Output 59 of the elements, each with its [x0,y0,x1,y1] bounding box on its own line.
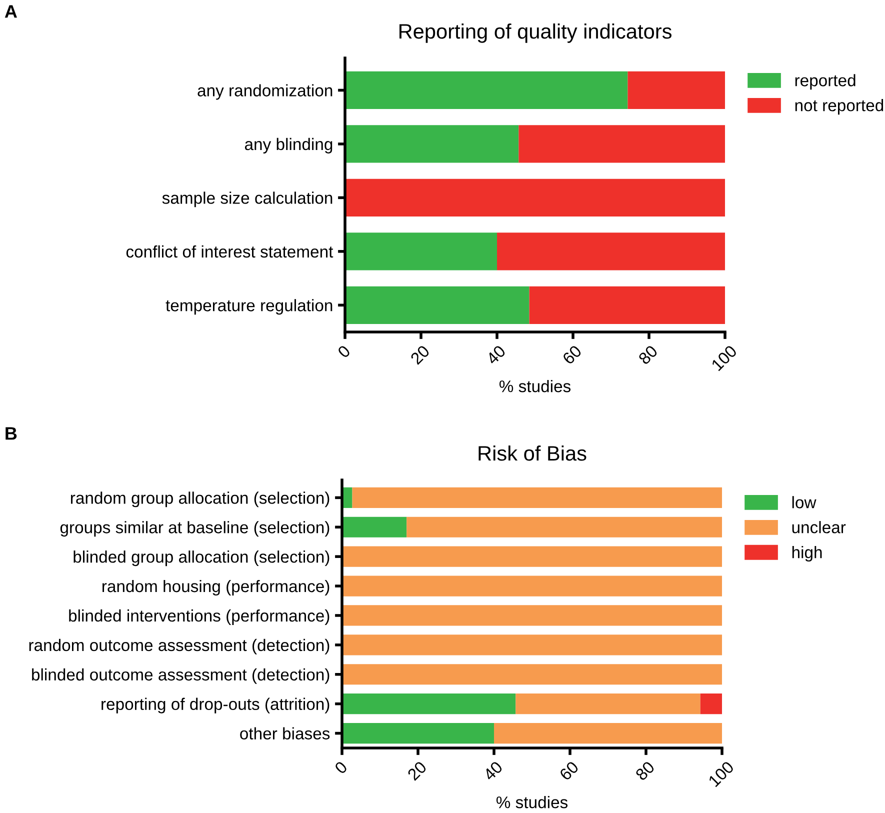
y-tick-label: blinded group allocation (selection) [74,550,330,566]
y-tick-label: other biases [240,727,330,740]
text: A [4,5,17,18]
x-tick-label: 40 [482,760,504,782]
bar [628,71,725,110]
bar [342,605,722,626]
x-tick-label: 20 [410,344,430,365]
bar [342,664,722,685]
y-tick-label: conflict of interest statement [126,245,334,258]
x-tick-label: 40 [486,344,506,366]
y-tick-label: sample size calculation [162,192,332,208]
legend-label: unclear [792,521,846,534]
bar [342,576,722,596]
chart-title: Risk of Bias [478,445,586,461]
y-tick-label: blinded outcome assessment (detection) [32,668,330,684]
bar [345,286,530,324]
x-tick-label: 100 [710,344,738,372]
x-axis-title: % studies [496,796,568,808]
y-tick-label: reporting of drop-outs (attrition) [102,698,330,714]
y-tick-label: any randomization [198,84,332,100]
bar [345,178,725,216]
bar [497,232,725,270]
y-tick-label: any blinding [244,138,332,154]
bar [342,722,494,744]
y-tick-label: temperature regulation [166,299,332,315]
bar [352,487,722,508]
bar [345,232,497,270]
x-tick-label: 80 [634,760,656,782]
bar [494,722,722,744]
x-tick-label: 80 [638,344,658,366]
y-tick-label: blinded interventions (performance) [69,609,330,625]
x-tick-label: 100 [708,760,735,788]
y-tick-label: groups similar at baseline (selection) [60,521,330,537]
bar [700,694,722,714]
bar [345,125,519,163]
legend-label: low [792,496,816,508]
legend-label: high [792,546,822,562]
bar [345,71,628,110]
y-tick-label: random group allocation (selection) [70,492,330,508]
x-tick-label: 0 [337,344,351,359]
y-tick-label: random housing (performance) [102,580,330,596]
bar [342,546,722,567]
x-axis-title: % studies [499,380,571,392]
bar [518,125,725,163]
bar [529,286,725,324]
bar [342,634,722,656]
bar [342,694,516,714]
y-tick-label: random outcome assessment (detection) [29,638,330,654]
x-tick-label: 60 [562,344,582,365]
x-tick-label: 20 [406,760,428,781]
legend-label: not reported [795,99,884,115]
bar [342,516,407,538]
x-tick-label: 0 [334,760,348,775]
bar [406,516,722,538]
chart-title: Reporting of quality indicators [399,23,672,43]
legend-label: reported [795,74,856,90]
text: B [6,427,17,440]
x-tick-label: 60 [558,760,580,781]
bar [516,694,700,714]
